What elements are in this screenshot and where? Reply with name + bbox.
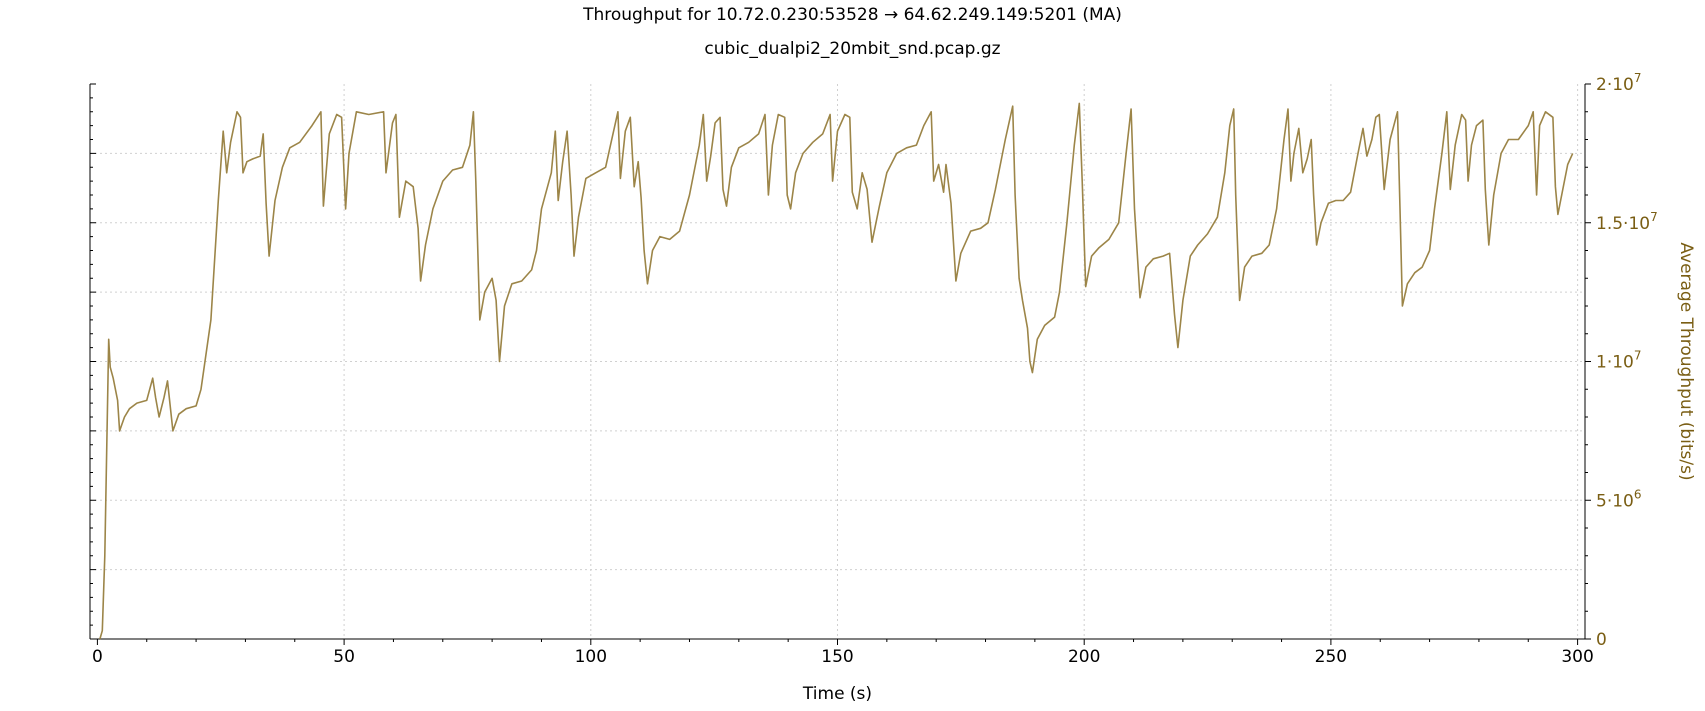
- y-tick-label: 1·107: [1596, 349, 1642, 373]
- series-line-throughput: [99, 102, 1574, 640]
- x-tick-label: 200: [1068, 647, 1100, 667]
- y-tick-label: 2·107: [1596, 71, 1642, 95]
- y-axis-label: Average Throughput (bits/s): [1676, 242, 1696, 480]
- x-tick-label: 0: [92, 647, 103, 667]
- x-tick-label: 100: [575, 647, 607, 667]
- y-tick-label: 5·106: [1596, 487, 1642, 511]
- x-axis-label: Time (s): [802, 684, 872, 704]
- x-tick-labels: 0 50 100 150 200 250 300: [92, 647, 1594, 667]
- x-tick-label: 150: [821, 647, 853, 667]
- y-tick-label: 0: [1596, 630, 1607, 650]
- y-tick-labels: 0 5·106 1·107 1.5·107 2·107: [1596, 71, 1658, 650]
- chart-title: Throughput for 10.72.0.230:53528 → 64.62…: [583, 5, 1122, 25]
- chart-subtitle: cubic_dualpi2_20mbit_snd.pcap.gz: [704, 39, 1001, 59]
- x-tick-label: 300: [1561, 647, 1593, 667]
- x-tick-label: 250: [1315, 647, 1347, 667]
- grid-lines: [90, 84, 1585, 639]
- tick-marks: [90, 83, 1591, 645]
- y-tick-label: 1.5·107: [1596, 210, 1658, 234]
- x-tick-label: 50: [333, 647, 355, 667]
